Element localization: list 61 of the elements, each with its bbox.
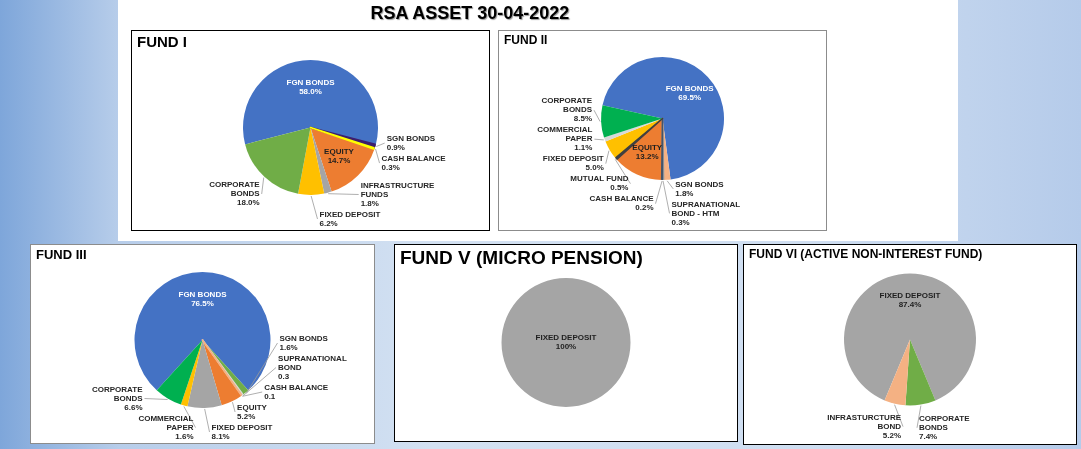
chart-title: FUND VI (ACTIVE NON-INTEREST FUND) xyxy=(749,247,983,262)
chart-title: FUND II xyxy=(504,33,548,48)
slice-label: FIXED DEPOSIT xyxy=(535,333,597,343)
slice-label: SUPRANATIONAL BOND xyxy=(278,353,347,372)
data-label: 18.0% xyxy=(236,198,260,208)
slice-label: CASH BALANCE xyxy=(264,382,329,392)
chart-title: FUND V (MICRO PENSION) xyxy=(400,247,643,269)
data-label: 0.5% xyxy=(610,183,629,193)
slice-label: CASH BALANCE xyxy=(589,194,655,204)
slice-label: CORPORATE BONDS xyxy=(91,384,144,403)
data-label: 6.2% xyxy=(319,218,338,228)
data-label: 76.5% xyxy=(191,298,214,308)
slice-label: EQUITY xyxy=(237,402,268,412)
slice-label: FGN BONDS xyxy=(665,84,715,94)
data-label: 87.4% xyxy=(898,299,922,309)
slice-label: CORPORATE BONDS xyxy=(541,96,593,115)
data-label: 69.5% xyxy=(678,93,702,103)
chart-title: FUND III xyxy=(36,247,87,263)
data-label: 0.3 xyxy=(278,371,290,381)
data-label: 1.8% xyxy=(675,188,694,198)
data-label: 0.2% xyxy=(635,203,654,213)
chart-title: FUND I xyxy=(137,33,187,51)
slice-label: FGN BONDS xyxy=(286,77,336,87)
data-label: 1.6% xyxy=(279,342,298,352)
text: RSA ASSET 30-04-2022 xyxy=(369,3,571,25)
data-label: 1.1% xyxy=(574,143,593,153)
slice-label: CORPORATE BONDS xyxy=(209,180,261,199)
slice-label: SUPRANATIONAL BOND - HTM xyxy=(671,199,741,218)
slice-label: FIXED DEPOSIT xyxy=(319,209,381,219)
data-label: 8.5% xyxy=(573,114,592,124)
slice-label: MUTUAL FUND xyxy=(570,174,629,184)
slice-label: FIXED DEPOSIT xyxy=(542,154,604,164)
data-label: 0.3% xyxy=(671,217,690,227)
slice-label: CASH BALANCE xyxy=(381,153,447,163)
data-label: 1.6% xyxy=(175,431,194,441)
slice-label: INFRASTRUCTURE FUNDS xyxy=(360,180,436,199)
slice-label: EQUITY xyxy=(324,147,355,156)
data-label: 58.0% xyxy=(299,86,322,96)
data-label: 8.1% xyxy=(211,431,230,441)
data-label: 7.4% xyxy=(919,432,938,442)
data-label: 6.6% xyxy=(124,402,143,412)
data-label: 0.1 xyxy=(264,391,276,401)
data-label: 14.7% xyxy=(327,156,351,165)
data-label: 1.8% xyxy=(360,198,379,208)
slice-label: CORPORATE BONDS xyxy=(919,414,971,433)
data-label: 0.9% xyxy=(386,142,405,152)
data-label: 5.0% xyxy=(585,163,604,173)
slice-label: COMMERCIAL PAPER xyxy=(537,125,593,144)
slice-label: FGN BONDS xyxy=(178,289,228,299)
slice-label: FIXED DEPOSIT xyxy=(879,290,941,300)
data-label: 13.2% xyxy=(635,151,659,161)
data-label: 100% xyxy=(555,342,577,352)
slice-label: SGN BONDS xyxy=(386,133,436,143)
slice-label: INFRASTURCTURE BOND xyxy=(827,412,902,431)
slice-label: FIXED DEPOSIT xyxy=(211,422,273,432)
slice-label: COMMERCIAL PAPER xyxy=(138,413,194,432)
data-label: 5.2% xyxy=(237,411,256,421)
slice-label: SGN BONDS xyxy=(279,333,329,343)
data-label: 0.3% xyxy=(381,162,400,172)
slice-label: SGN BONDS xyxy=(675,179,725,189)
data-label: 5.2% xyxy=(882,430,901,440)
